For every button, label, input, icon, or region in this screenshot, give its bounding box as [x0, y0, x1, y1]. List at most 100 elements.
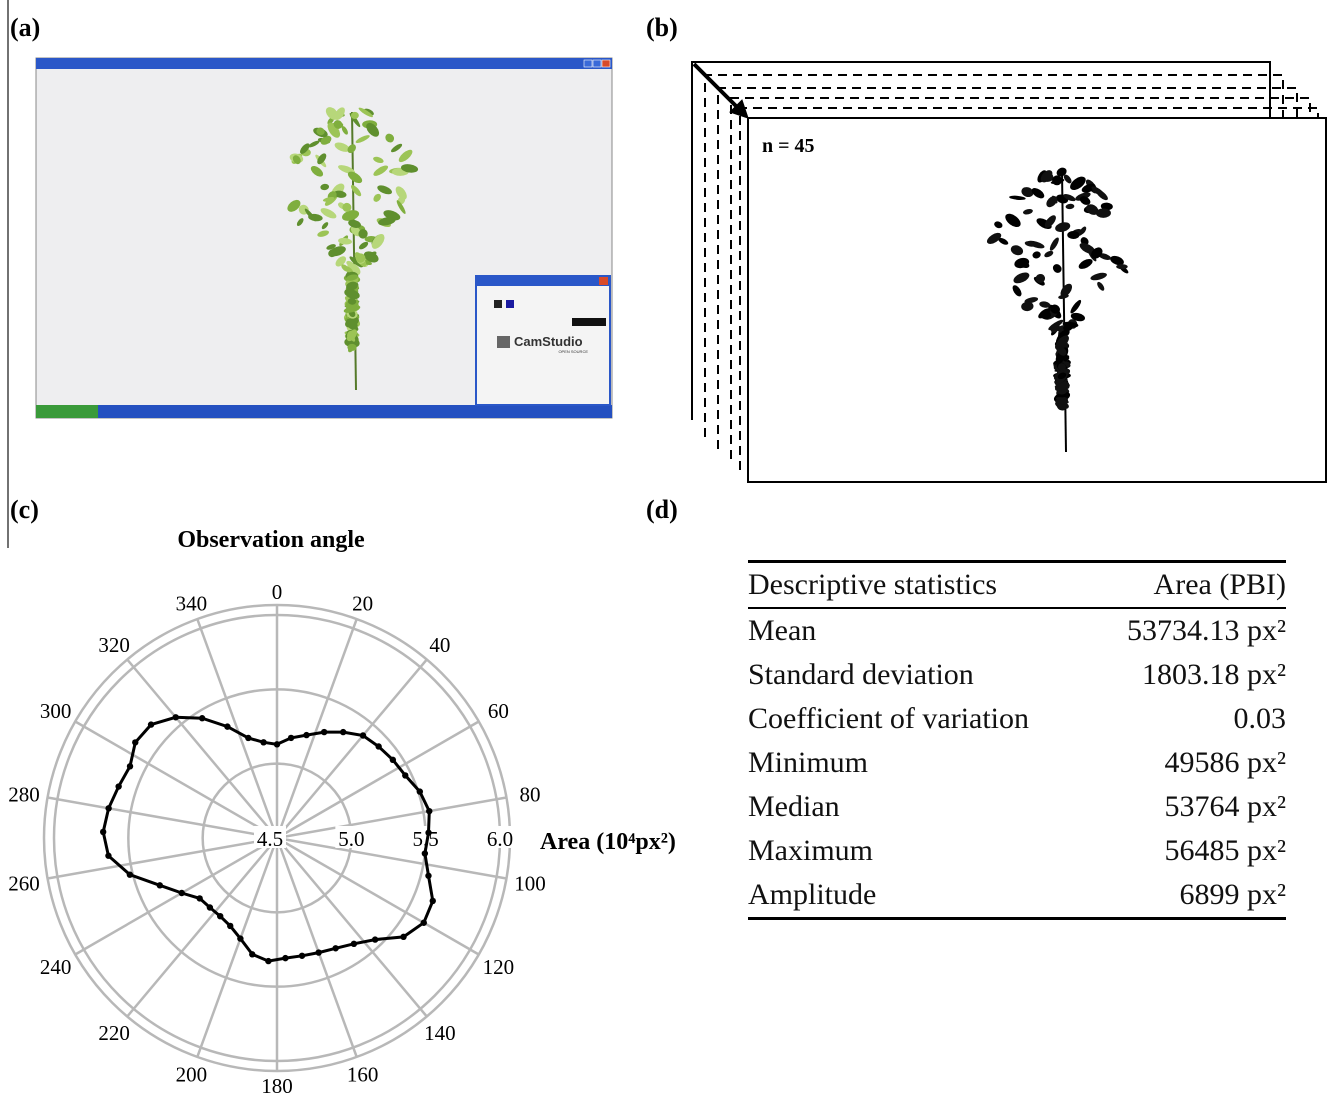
data-point	[105, 805, 111, 811]
panel-label: (c)	[10, 495, 39, 524]
r-axis-label: Area (10⁴px²)	[540, 829, 676, 855]
data-point	[105, 853, 111, 859]
panel-label: (d)	[646, 495, 678, 524]
data-point	[288, 735, 294, 741]
data-point	[321, 729, 327, 735]
header-cell: Descriptive statistics	[748, 562, 1092, 609]
polar-chart: Observation angle02040608010012014016018…	[8, 527, 676, 1095]
data-point	[282, 955, 288, 961]
screenshot: CamStudio OPEN SOURCE	[36, 58, 612, 418]
data-point	[127, 871, 133, 877]
table-cell: 53734.13 px²	[1092, 608, 1286, 653]
angle-label: 220	[98, 1021, 130, 1045]
panel-label: (a)	[10, 13, 40, 42]
data-point	[315, 949, 321, 955]
data-point	[430, 898, 436, 904]
data-point	[426, 808, 432, 814]
data-point	[390, 757, 396, 763]
angle-label: 80	[519, 782, 540, 806]
table-cell: Mean	[748, 608, 1092, 653]
angle-label: 300	[40, 699, 72, 723]
angle-label: 60	[488, 699, 509, 723]
angle-label: 180	[261, 1074, 293, 1095]
data-point	[421, 920, 427, 926]
data-point	[224, 723, 230, 729]
app-name: CamStudio	[514, 334, 583, 349]
data-point	[249, 951, 255, 957]
data-point	[260, 739, 266, 745]
data-point	[303, 732, 309, 738]
panel-label: (b)	[646, 13, 678, 42]
data-point	[237, 935, 243, 941]
table-cell: 56485 px²	[1092, 829, 1286, 873]
window-button	[602, 60, 610, 67]
app-logo	[497, 336, 510, 348]
data-point	[115, 783, 121, 789]
table-cell: 1803.18 px²	[1092, 653, 1286, 697]
data-point	[425, 830, 431, 836]
data-point	[425, 873, 431, 879]
table-cell: 53764 px²	[1092, 785, 1286, 829]
data-point	[265, 958, 271, 964]
table-cell: Coefficient of variation	[748, 697, 1092, 741]
angle-label: 40	[429, 633, 450, 657]
frame-count: n = 45	[762, 135, 815, 157]
grid-spoke	[127, 660, 277, 838]
angle-label: 20	[352, 592, 373, 616]
angle-label: 160	[347, 1062, 379, 1086]
table-cell: Maximum	[748, 829, 1092, 873]
data-point	[351, 941, 357, 947]
grid-spoke	[127, 838, 277, 1016]
table-cell: Minimum	[748, 741, 1092, 785]
data-point	[148, 721, 154, 727]
page: {"panels": {"a": "(a)", "b": "(b)", "c":…	[0, 0, 1330, 1095]
grid-spoke	[277, 660, 427, 838]
toolbar-icon	[494, 300, 502, 308]
angle-label: 320	[98, 633, 130, 657]
angle-label: 100	[514, 872, 546, 896]
table-cell: Amplitude	[748, 873, 1092, 919]
data-point	[332, 945, 338, 951]
title-bar	[36, 58, 612, 69]
angle-label: 260	[8, 872, 40, 896]
data-point	[372, 936, 378, 942]
angle-label: 140	[424, 1021, 456, 1045]
angle-label: 240	[40, 955, 72, 979]
table-cell: 6899 px²	[1092, 873, 1286, 919]
window-button	[593, 60, 601, 67]
data-point	[179, 890, 185, 896]
data-point	[375, 743, 381, 749]
figure: (a) (b) (c) (d) CamStudio OPEN SOURCE n …	[0, 0, 1330, 1095]
table-cell: Standard deviation	[748, 653, 1092, 697]
angle-label: 340	[176, 592, 208, 616]
data-point	[340, 729, 346, 735]
start-button	[36, 405, 98, 418]
data-point	[417, 788, 423, 794]
leaf	[1116, 264, 1128, 269]
data-point	[299, 953, 305, 959]
r-tick-label: 5.0	[338, 827, 364, 851]
data-point	[422, 850, 428, 856]
window-button	[584, 60, 592, 67]
grid-spoke	[277, 838, 427, 1016]
data-point	[360, 732, 366, 738]
table-cell: 0.03	[1092, 697, 1286, 741]
r-tick-label: 6.0	[487, 827, 513, 851]
angle-label: 120	[483, 955, 515, 979]
frame-stack: n = 45	[692, 62, 1326, 482]
table-row: Minimum49586 px²	[748, 741, 1286, 785]
table-cell: Median	[748, 785, 1092, 829]
r-tick-label: 4.5	[257, 827, 283, 851]
angle-label: 200	[176, 1062, 208, 1086]
table-cell: 49586 px²	[1092, 741, 1286, 785]
data-point	[100, 829, 106, 835]
header-row: Descriptive statisticsArea (PBI)	[748, 562, 1286, 609]
window-button	[599, 277, 608, 285]
